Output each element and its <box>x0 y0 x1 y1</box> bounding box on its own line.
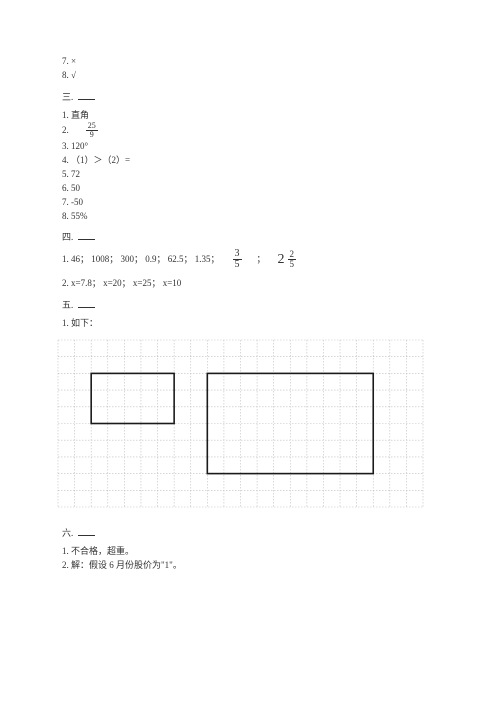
frac-den: 5 <box>288 260 297 269</box>
mixed-frac: 2 5 <box>288 250 297 269</box>
sec3-item-1: 1. 直角 <box>62 109 440 123</box>
section-6-underline <box>78 528 95 536</box>
sec3-item-2-pre: 2. <box>62 124 69 138</box>
top-item-8: 8. √ <box>62 69 440 83</box>
sec3-item-2-fraction: 25 9 <box>86 122 98 139</box>
grid-svg <box>57 339 424 508</box>
section-3-underline <box>78 92 95 100</box>
sec3-item-4: 4. （1）＞（2）= <box>62 154 440 168</box>
section-5-underline <box>78 300 95 308</box>
grid-figure <box>57 339 440 508</box>
mixed-whole: 2 <box>278 252 285 267</box>
sec4-item-1-pre: 1. 46； 1008； 300； 0.9； 62.5； 1.35； <box>62 253 220 267</box>
section-4-underline <box>78 232 95 240</box>
page-container: 7. × 8. √ 三. 1. 直角 2. 25 9 3. 120° 4. （1… <box>0 0 500 593</box>
section-4-label: 四. <box>62 232 73 242</box>
section-3-head: 三. <box>62 90 440 103</box>
section-6-label: 六. <box>62 528 73 538</box>
section-4-head: 四. <box>62 230 440 243</box>
section-3-label: 三. <box>62 92 73 102</box>
sec4-item-1-frac1: 3 5 <box>233 249 242 270</box>
sec4-item-1-mixed: 2 2 5 <box>278 249 300 271</box>
sec3-item-2: 2. 25 9 <box>62 123 440 140</box>
sec3-item-5: 5. 72 <box>62 168 440 182</box>
sec3-item-3: 3. 120° <box>62 140 440 154</box>
frac-den: 9 <box>86 131 98 139</box>
sec4-item-1: 1. 46； 1008； 300； 0.9； 62.5； 1.35； 3 5 ；… <box>62 249 440 271</box>
sec4-item-2: 2. x=7.8； x=20； x=25； x=10 <box>62 277 440 291</box>
sec6-item-2: 2. 解：假设 6 月份股价为"1"。 <box>62 559 440 573</box>
section-5-label: 五. <box>62 300 73 310</box>
section-5-head: 五. <box>62 298 440 311</box>
sec5-item-1: 1. 如下： <box>62 317 440 331</box>
frac-den: 5 <box>233 260 242 270</box>
sec6-item-1: 1. 不合格，超重。 <box>62 545 440 559</box>
section-6-head: 六. <box>62 526 440 539</box>
sec3-item-8: 8. 55% <box>62 210 440 224</box>
sec4-item-1-sep: ； <box>257 253 266 267</box>
sec3-item-7: 7. -50 <box>62 196 440 210</box>
sec3-item-6: 6. 50 <box>62 182 440 196</box>
top-item-7: 7. × <box>62 55 440 69</box>
